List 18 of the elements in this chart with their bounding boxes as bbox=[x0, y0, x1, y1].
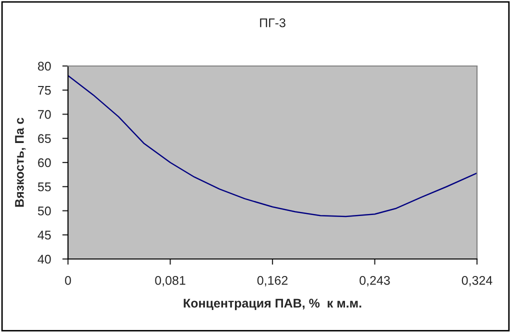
y-tick-label: 80 bbox=[38, 62, 51, 71]
x-axis-title: Концентрация ПАВ, % к м.м. bbox=[184, 298, 362, 310]
chart-title: ПГ-3 bbox=[260, 18, 286, 28]
y-tick-label: 55 bbox=[38, 182, 51, 192]
y-axis-title: Вязкость, Па с bbox=[15, 118, 26, 207]
x-tick-label: 0,324 bbox=[462, 276, 492, 286]
y-tick-label: 60 bbox=[38, 158, 51, 168]
x-tick-label: 0,243 bbox=[360, 276, 390, 286]
x-tick-label: 0,081 bbox=[155, 276, 186, 286]
y-tick-label: 65 bbox=[38, 134, 51, 144]
y-tick-label: 45 bbox=[38, 230, 51, 240]
y-tick-label: 50 bbox=[38, 206, 51, 216]
y-tick-label: 40 bbox=[38, 254, 51, 264]
x-tick-label: 0 bbox=[65, 276, 71, 285]
y-tick-label: 70 bbox=[38, 110, 51, 119]
line-series bbox=[68, 75, 477, 218]
y-tick-label: 75 bbox=[38, 86, 51, 95]
x-tick-label: 0,162 bbox=[257, 276, 288, 286]
